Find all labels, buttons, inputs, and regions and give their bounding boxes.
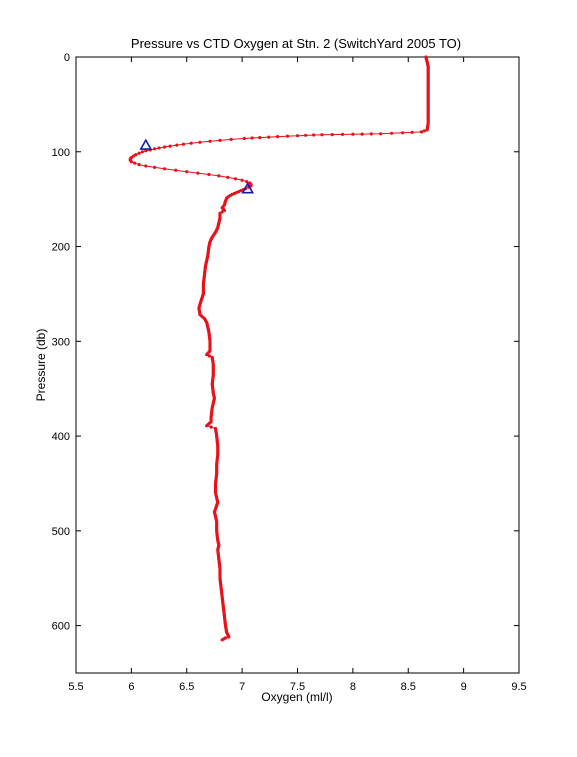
x-tick-label: 9 bbox=[461, 681, 467, 693]
plot-area bbox=[75, 56, 520, 674]
data-point bbox=[181, 142, 185, 146]
data-point bbox=[401, 131, 405, 135]
bottle-sample-triangle bbox=[241, 182, 255, 194]
data-point bbox=[276, 135, 280, 139]
x-tick-label: 6 bbox=[128, 681, 134, 693]
data-point bbox=[242, 136, 246, 141]
y-tick-label: 200 bbox=[52, 242, 70, 254]
marker-layer bbox=[139, 138, 255, 194]
data-point bbox=[217, 174, 221, 178]
data-point bbox=[208, 139, 212, 143]
data-point bbox=[153, 165, 157, 169]
x-tick-label: 9.5 bbox=[511, 681, 526, 693]
data-point bbox=[205, 424, 209, 428]
x-tick-label: 7.5 bbox=[290, 681, 305, 693]
data-point bbox=[245, 180, 249, 184]
data-point bbox=[369, 132, 373, 136]
x-axis-label: Oxygen (ml/l) bbox=[261, 690, 332, 704]
y-axis-ticks: 0 100 200 300 400 500 600 bbox=[52, 52, 519, 633]
data-point bbox=[295, 134, 300, 138]
data-point bbox=[218, 138, 222, 142]
chart-title: Pressure vs CTD Oxygen at Stn. 2 (Switch… bbox=[131, 36, 461, 51]
data-point bbox=[340, 132, 345, 136]
y-tick-label: 500 bbox=[52, 526, 70, 538]
series-layer bbox=[128, 55, 430, 642]
data-point bbox=[422, 129, 426, 133]
data-point bbox=[153, 147, 157, 151]
y-tick-label: 0 bbox=[64, 52, 70, 64]
data-point bbox=[229, 137, 233, 141]
data-point bbox=[351, 132, 355, 136]
data-point bbox=[168, 144, 172, 148]
data-point bbox=[185, 170, 189, 174]
data-point bbox=[285, 134, 290, 138]
data-point bbox=[209, 425, 213, 429]
y-tick-label: 400 bbox=[52, 431, 70, 443]
data-point bbox=[419, 130, 424, 134]
data-point bbox=[189, 141, 193, 145]
data-point bbox=[330, 133, 334, 137]
data-point bbox=[144, 149, 148, 153]
y-tick-label: 600 bbox=[52, 621, 70, 633]
y-tick-label: 100 bbox=[52, 147, 70, 159]
data-point bbox=[258, 136, 262, 140]
x-tick-label: 7 bbox=[239, 681, 245, 693]
x-tick-label: 6.5 bbox=[179, 681, 194, 693]
data-point bbox=[227, 635, 231, 639]
data-point bbox=[144, 164, 148, 168]
data-point bbox=[137, 151, 141, 155]
data-point bbox=[390, 131, 394, 135]
data-point bbox=[226, 175, 230, 179]
data-point bbox=[233, 177, 238, 181]
data-point bbox=[140, 150, 144, 154]
x-tick-label: 8.5 bbox=[401, 681, 416, 693]
bottle-sample-triangle bbox=[139, 138, 153, 150]
x-axis-ticks: 5.5 6 6.5 7 7.5 8 8.5 9 9.5 bbox=[68, 57, 527, 693]
x-tick-label: 5.5 bbox=[68, 681, 83, 693]
data-point bbox=[220, 638, 224, 642]
data-point bbox=[379, 132, 383, 136]
data-point bbox=[360, 132, 364, 136]
data-point bbox=[175, 143, 179, 147]
data-point bbox=[320, 133, 324, 137]
data-point bbox=[129, 160, 133, 164]
data-point bbox=[205, 353, 209, 357]
data-point bbox=[157, 146, 161, 150]
data-point bbox=[240, 178, 244, 182]
data-point bbox=[196, 171, 200, 175]
data-point bbox=[137, 163, 141, 167]
data-point bbox=[207, 172, 211, 177]
x-tick-label: 8 bbox=[350, 681, 356, 693]
data-point bbox=[163, 167, 167, 171]
data-point bbox=[304, 133, 308, 137]
data-point bbox=[312, 133, 316, 137]
data-point bbox=[198, 140, 202, 144]
data-point bbox=[133, 161, 137, 165]
data-point bbox=[163, 145, 167, 149]
data-point bbox=[174, 168, 178, 172]
y-axis-label: Pressure (db) bbox=[34, 329, 48, 402]
y-tick-label: 300 bbox=[52, 336, 70, 348]
data-point bbox=[267, 135, 271, 139]
data-point bbox=[207, 354, 212, 358]
data-point bbox=[410, 130, 414, 134]
data-point bbox=[425, 128, 429, 132]
data-point bbox=[250, 136, 254, 140]
